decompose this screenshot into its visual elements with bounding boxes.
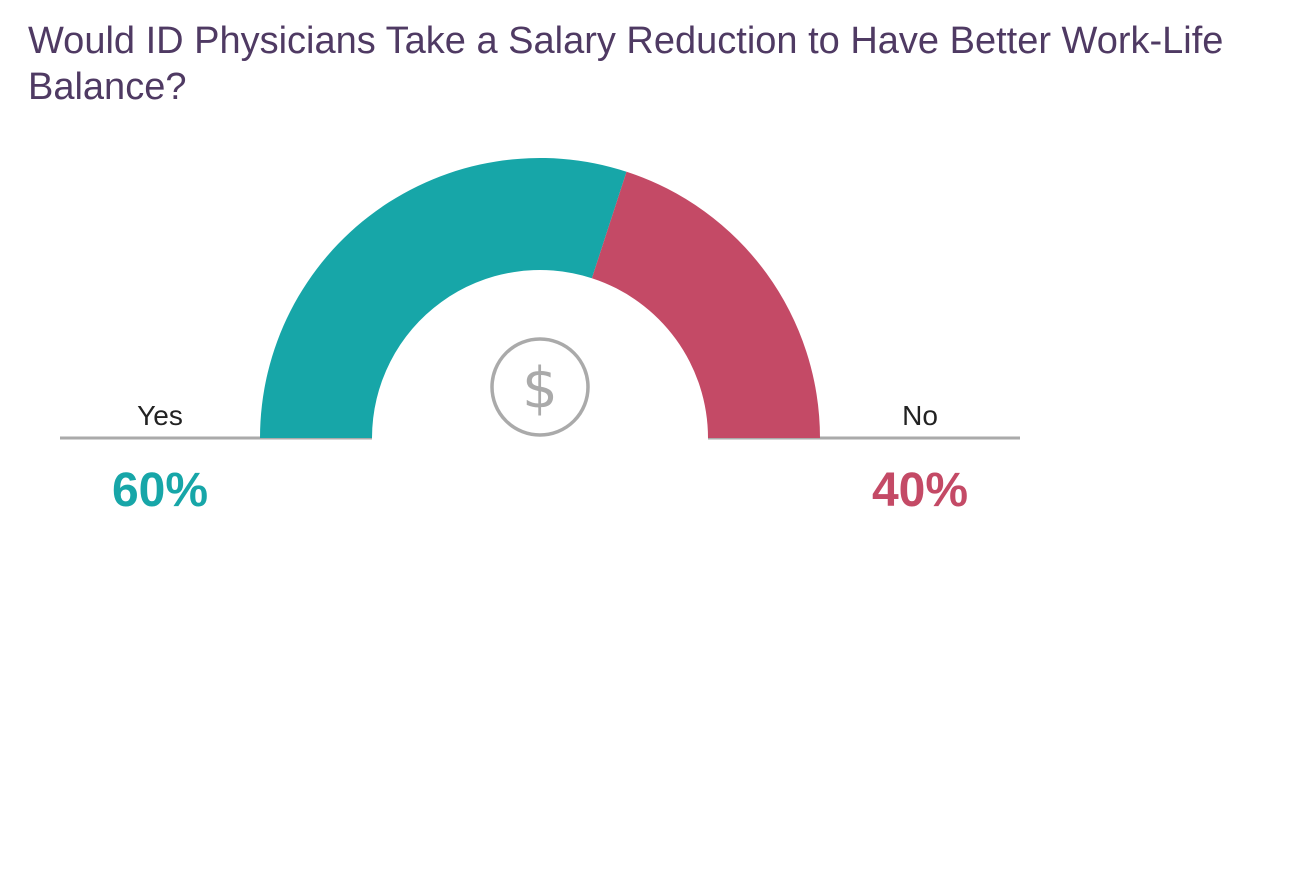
category-label-yes: Yes [137, 400, 183, 431]
value-label-no: 40% [872, 464, 968, 517]
dollar-icon: $ [490, 337, 590, 437]
svg-text:$: $ [522, 356, 558, 421]
category-label-no: No [902, 400, 938, 431]
slice-no [591, 171, 820, 439]
value-label-yes: 60% [112, 464, 208, 517]
slice-yes [260, 158, 627, 438]
chart-title: Would ID Physicians Take a Salary Reduct… [28, 20, 1224, 108]
